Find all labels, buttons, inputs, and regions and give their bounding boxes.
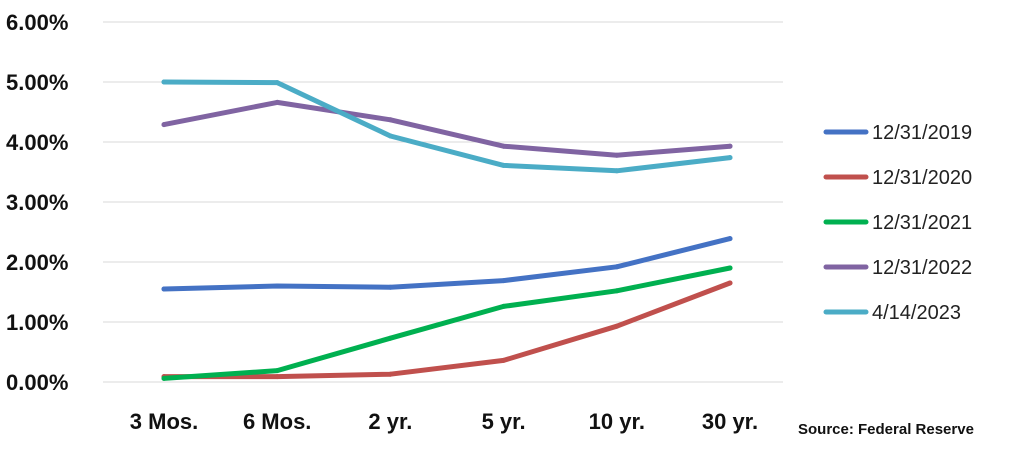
source-note: Source: Federal Reserve	[798, 421, 974, 438]
data-point	[274, 80, 280, 86]
series-line	[161, 236, 733, 292]
y-tick-label: 3.00%	[6, 190, 68, 215]
data-point	[274, 374, 280, 380]
y-tick-label: 0.00%	[6, 370, 68, 395]
y-tick-label: 1.00%	[6, 310, 68, 335]
data-point	[727, 155, 733, 161]
data-point	[274, 99, 280, 105]
x-tick-label: 6 Mos.	[243, 409, 311, 434]
data-point	[274, 283, 280, 289]
data-point	[614, 168, 620, 174]
data-point	[274, 368, 280, 374]
legend: 12/31/2019 12/31/2020 12/31/2021 12/31/2022…	[823, 122, 972, 324]
data-point	[161, 79, 167, 85]
legend-label: 12/31/2019	[872, 122, 972, 144]
data-point	[614, 323, 620, 329]
gridlines	[103, 21, 783, 383]
x-axis-ticks: 3 Mos. 6 Mos. 2 yr. 5 yr. 10 yr. 30 yr.	[130, 409, 758, 434]
legend-label: 12/31/2022	[872, 257, 972, 279]
y-tick-label: 6.00%	[6, 10, 68, 35]
series-line	[161, 280, 733, 380]
y-tick-label: 5.00%	[6, 70, 68, 95]
data-point	[727, 265, 733, 271]
data-point	[387, 117, 393, 123]
data-point	[387, 133, 393, 139]
data-point	[161, 122, 167, 128]
data-point	[727, 143, 733, 149]
data-point	[727, 236, 733, 242]
x-tick-label: 30 yr.	[702, 409, 758, 434]
series-line	[161, 265, 733, 381]
y-tick-label: 2.00%	[6, 250, 68, 275]
x-tick-label: 10 yr.	[589, 409, 645, 434]
data-point	[727, 280, 733, 286]
data-point	[387, 284, 393, 290]
series-line	[161, 79, 733, 174]
x-tick-label: 3 Mos.	[130, 409, 198, 434]
x-tick-label: 5 yr.	[482, 409, 526, 434]
data-point	[161, 286, 167, 292]
y-axis-ticks: 0.00% 1.00% 2.00% 3.00% 4.00% 5.00% 6.00%	[6, 10, 68, 395]
data-point	[387, 335, 393, 341]
data-point	[161, 375, 167, 381]
data-point	[501, 143, 507, 149]
data-point	[614, 264, 620, 270]
data-point	[501, 278, 507, 284]
legend-label: 12/31/2020	[872, 167, 972, 189]
data-point	[387, 371, 393, 377]
data-point	[501, 357, 507, 363]
data-point	[501, 162, 507, 168]
data-point	[614, 288, 620, 294]
legend-label: 4/14/2023	[872, 302, 961, 324]
y-tick-label: 4.00%	[6, 130, 68, 155]
x-tick-label: 2 yr.	[368, 409, 412, 434]
legend-label: 12/31/2021	[872, 212, 972, 234]
data-point	[614, 152, 620, 158]
series-line	[161, 99, 733, 158]
series-lines	[161, 79, 733, 381]
data-point	[501, 303, 507, 309]
